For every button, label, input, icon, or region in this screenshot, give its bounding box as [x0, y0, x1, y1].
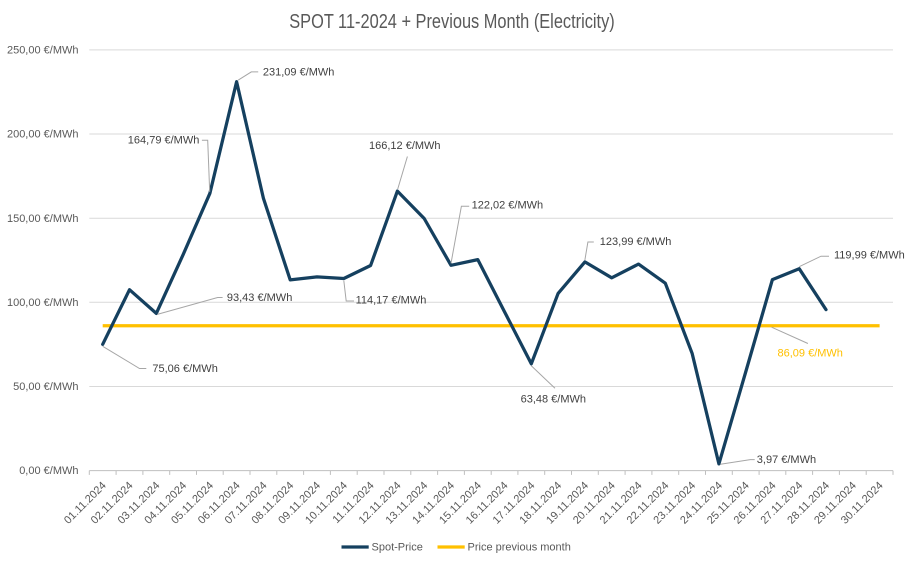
- svg-text:122,02 €/MWh: 122,02 €/MWh: [472, 199, 544, 211]
- svg-text:Price previous month: Price previous month: [468, 542, 571, 554]
- svg-text:100,00 €/MWh: 100,00 €/MWh: [7, 297, 79, 309]
- svg-text:SPOT 11-2024 + Previous Month: SPOT 11-2024 + Previous Month (Electrici…: [289, 11, 615, 33]
- svg-text:86,09 €/MWh: 86,09 €/MWh: [778, 347, 843, 359]
- svg-text:93,43 €/MWh: 93,43 €/MWh: [227, 292, 292, 304]
- svg-text:164,79 €/MWh: 164,79 €/MWh: [128, 135, 200, 147]
- svg-text:75,06 €/MWh: 75,06 €/MWh: [152, 363, 217, 375]
- svg-text:63,48 €/MWh: 63,48 €/MWh: [521, 394, 586, 406]
- svg-text:231,09 €/MWh: 231,09 €/MWh: [263, 67, 335, 79]
- svg-text:114,17 €/MWh: 114,17 €/MWh: [356, 294, 427, 306]
- svg-text:3,97 €/MWh: 3,97 €/MWh: [757, 454, 816, 466]
- svg-text:150,00 €/MWh: 150,00 €/MWh: [7, 213, 79, 225]
- svg-text:166,12 €/MWh: 166,12 €/MWh: [369, 140, 441, 152]
- svg-text:0,00 €/MWh: 0,00 €/MWh: [19, 465, 78, 477]
- svg-text:123,99 €/MWh: 123,99 €/MWh: [600, 236, 672, 248]
- svg-text:Spot-Price: Spot-Price: [372, 542, 423, 554]
- svg-text:200,00 €/MWh: 200,00 €/MWh: [7, 129, 79, 141]
- svg-text:50,00 €/MWh: 50,00 €/MWh: [13, 381, 78, 393]
- svg-text:250,00 €/MWh: 250,00 €/MWh: [7, 45, 79, 57]
- svg-text:119,99 €/MWh: 119,99 €/MWh: [834, 250, 905, 262]
